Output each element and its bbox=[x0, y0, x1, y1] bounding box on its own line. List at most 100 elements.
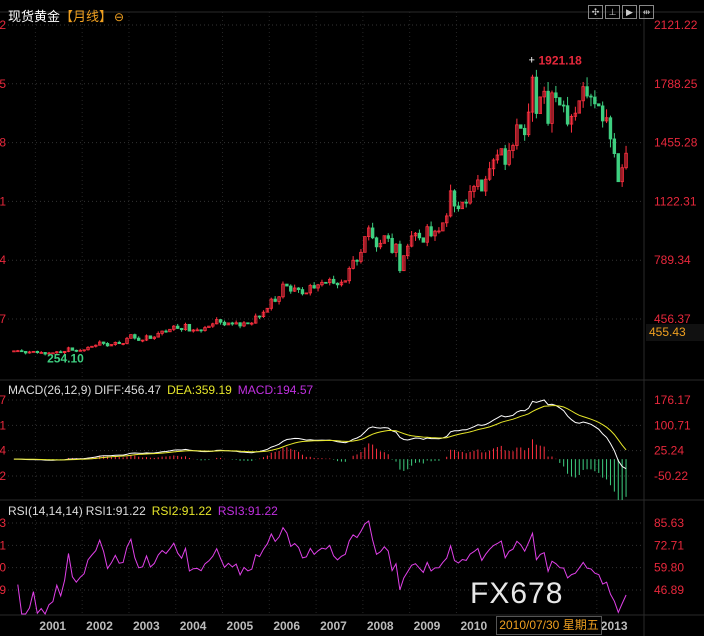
candle-body bbox=[507, 150, 511, 165]
candle-body bbox=[51, 352, 55, 355]
candle-body bbox=[125, 337, 129, 344]
candle-body bbox=[300, 289, 305, 295]
play-icon[interactable]: ▶ bbox=[622, 5, 637, 19]
candle-body bbox=[316, 284, 320, 289]
axis-tick-label: 1122.31 bbox=[654, 194, 697, 208]
left-axis-tick-label: -50.22 bbox=[0, 469, 6, 483]
axis-tick-label: 72.71 bbox=[654, 538, 684, 552]
candle-body bbox=[59, 351, 63, 354]
rsi-line bbox=[17, 520, 627, 616]
candle-body bbox=[246, 322, 250, 325]
left-axis-tick-label: 46.89 bbox=[0, 583, 6, 597]
candle-body bbox=[406, 245, 410, 257]
candle-body bbox=[569, 115, 574, 125]
candle-body bbox=[472, 186, 476, 192]
candle-body bbox=[542, 90, 546, 98]
candle-body bbox=[31, 350, 36, 353]
fit-icon[interactable]: ⇹ bbox=[639, 5, 654, 19]
candle-body bbox=[554, 92, 558, 99]
left-axis-tick-label: 2121.22 bbox=[0, 18, 6, 32]
candle-body bbox=[277, 296, 281, 302]
candle-body bbox=[402, 255, 406, 272]
candle-body bbox=[370, 227, 375, 239]
candle-body bbox=[378, 242, 383, 248]
candle-body bbox=[137, 337, 141, 341]
chart-title: 现货黄金【月线】 ⊖ bbox=[8, 6, 124, 25]
candle-body bbox=[27, 351, 32, 354]
left-axis-tick-label: 72.71 bbox=[0, 538, 6, 552]
axis-tick-label: 1455.28 bbox=[654, 136, 698, 150]
candle-body bbox=[550, 92, 554, 124]
max-marker-icon: + bbox=[528, 54, 534, 66]
candle-body bbox=[464, 201, 468, 204]
candle-body bbox=[351, 259, 355, 269]
candle-body bbox=[526, 111, 531, 136]
candle-body bbox=[66, 347, 71, 352]
candle-body bbox=[468, 190, 472, 204]
candle-body bbox=[62, 350, 67, 354]
left-axis-tick-label: 59.80 bbox=[0, 561, 6, 575]
candle-body bbox=[12, 350, 16, 353]
period-label[interactable]: 【月线】 bbox=[60, 9, 113, 24]
min-price-label: 254.10 bbox=[47, 352, 84, 366]
candle-body bbox=[589, 95, 593, 98]
candle-body bbox=[74, 349, 79, 352]
zoom-circle-icon[interactable]: ⊖ bbox=[114, 10, 125, 24]
crosshair-icon[interactable]: ✣ bbox=[588, 5, 603, 19]
macd-name: MACD(26,12,9) bbox=[8, 383, 92, 397]
x-tick-label: 2005 bbox=[227, 619, 254, 633]
candle-body bbox=[597, 103, 601, 107]
candle-body bbox=[265, 307, 270, 313]
candle-body bbox=[211, 323, 215, 327]
candle-body bbox=[82, 349, 86, 352]
candle-body bbox=[511, 145, 515, 151]
x-tick-label: 2007 bbox=[320, 619, 347, 633]
candle-body bbox=[90, 345, 94, 348]
candle-body bbox=[456, 205, 461, 210]
candle-body bbox=[70, 347, 75, 351]
candle-body bbox=[386, 235, 390, 239]
candle-body bbox=[374, 237, 379, 248]
axis-tick-label: 789.34 bbox=[654, 253, 691, 267]
candle-body bbox=[39, 352, 43, 354]
candle-body bbox=[487, 168, 492, 180]
last-price-label: 455.43 bbox=[646, 324, 704, 341]
candle-body bbox=[289, 285, 293, 292]
candle-body bbox=[421, 237, 426, 243]
candle-body bbox=[113, 341, 118, 345]
range-icon[interactable]: ⊥ bbox=[605, 5, 620, 19]
axis-tick-label: 46.89 bbox=[654, 583, 684, 597]
candle-body bbox=[394, 243, 398, 253]
candle-body bbox=[129, 334, 133, 339]
candle-body bbox=[226, 322, 231, 326]
left-axis-tick-label: 789.34 bbox=[0, 253, 6, 267]
candle-body bbox=[148, 335, 153, 339]
candle-body bbox=[608, 117, 613, 140]
candle-body bbox=[261, 311, 266, 317]
candle-body bbox=[230, 322, 234, 325]
x-tick-label: 2006 bbox=[273, 619, 300, 633]
axis-tick-label: 176.17 bbox=[654, 393, 691, 407]
candle-body bbox=[55, 351, 59, 354]
candlestick-series bbox=[12, 69, 628, 356]
rsi-header: RSI(14,14,14) RSI1:91.22 RSI2:91.22 RSI3:91… bbox=[8, 504, 284, 518]
left-axis-tick-label: 1122.31 bbox=[0, 194, 6, 208]
watermark: FX678 bbox=[470, 577, 564, 610]
candle-body bbox=[250, 322, 254, 325]
candle-body bbox=[409, 235, 414, 247]
candle-body bbox=[359, 251, 363, 262]
candle-body bbox=[203, 327, 207, 331]
left-axis-tick-label: 85.63 bbox=[0, 516, 6, 530]
candle-body bbox=[324, 281, 328, 284]
left-axis-tick-label: 176.17 bbox=[0, 393, 6, 407]
candle-body bbox=[183, 323, 188, 331]
left-axis-tick-label: 456.37 bbox=[0, 312, 6, 326]
candle-body bbox=[425, 226, 429, 243]
candle-body bbox=[620, 167, 624, 183]
candle-body bbox=[285, 283, 289, 287]
candle-body bbox=[35, 350, 40, 354]
candle-body bbox=[140, 339, 145, 342]
candle-body bbox=[172, 325, 176, 330]
macd-header: MACD(26,12,9) DIFF:456.47 DEA:359.19 MACD:1… bbox=[8, 383, 319, 397]
